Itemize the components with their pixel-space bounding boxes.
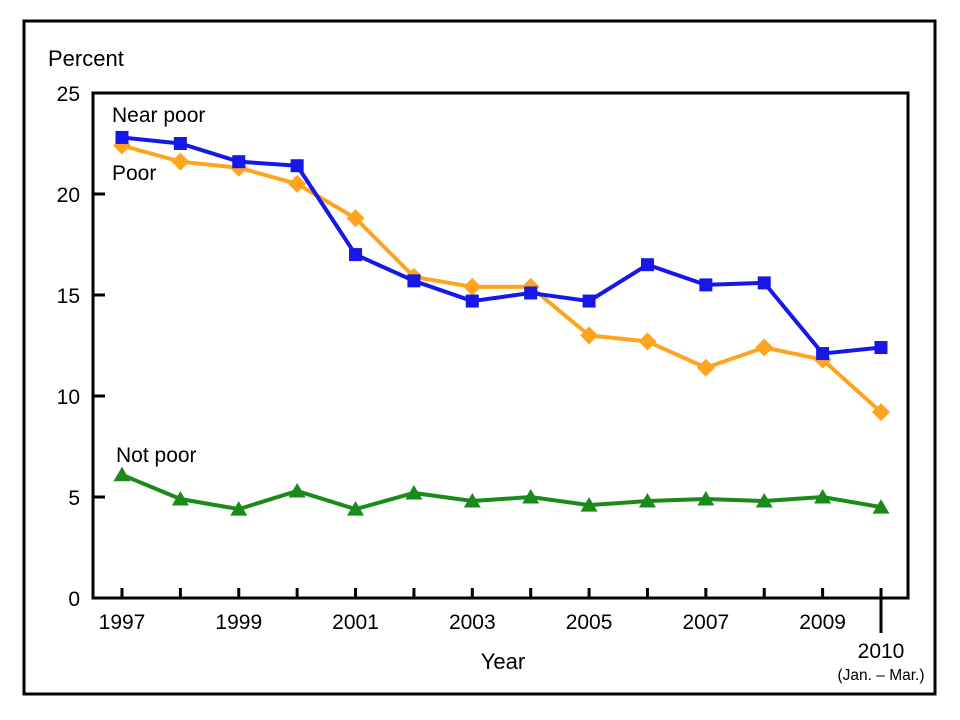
near-poor-marker: [115, 130, 129, 144]
near-poor-marker: [816, 347, 830, 361]
not-poor-label: Not poor: [116, 444, 197, 467]
near-poor-marker: [407, 274, 421, 288]
poor-marker: [171, 152, 190, 171]
not-poor-marker: [113, 466, 131, 482]
not-poor-line: [121, 472, 882, 512]
x-tick-label: 2005: [566, 611, 613, 634]
poor-line: [121, 143, 883, 414]
poor-marker: [346, 209, 365, 228]
poor-marker: [638, 332, 657, 351]
poor-marker: [580, 326, 599, 345]
near-poor-marker: [524, 286, 538, 300]
final-x-tick-sublabel: (Jan. – Mar.): [838, 667, 925, 684]
not-poor-marker: [230, 501, 248, 516]
near-poor-marker: [640, 258, 654, 272]
near-poor-marker: [349, 248, 363, 262]
x-tick-label: 1999: [215, 611, 262, 634]
not-poor-marker: [405, 484, 423, 500]
x-tick-label: 2001: [332, 611, 379, 634]
y-axis: 0 5 10 15 20 25: [57, 83, 105, 611]
near-poor-marker: [465, 294, 479, 308]
not-poor-marker: [288, 482, 306, 498]
final-x-tick-label: 2010: [858, 640, 905, 663]
not-poor-marker: [755, 493, 773, 508]
near-poor-marker: [173, 137, 187, 150]
poor-marker: [755, 338, 774, 357]
poor-marker: [463, 277, 482, 296]
x-tick-label: 2003: [449, 611, 496, 634]
near-poor-marker: [874, 341, 888, 355]
not-poor-marker: [814, 489, 832, 504]
series-near-poor: Near poor: [112, 104, 888, 361]
series-poor: Poor: [112, 136, 890, 422]
series-layer: Poor Near poor Not poor: [112, 104, 890, 516]
near-poor-marker: [757, 276, 771, 290]
x-tick-label: 2007: [682, 611, 729, 634]
y-tick-label: 20: [57, 184, 80, 207]
not-poor-marker: [697, 491, 715, 506]
y-axis-title: Percent: [48, 46, 124, 71]
near-poor-marker: [582, 294, 596, 308]
poor-marker: [872, 403, 890, 422]
x-tick-label: 2009: [799, 611, 846, 634]
y-tick-label: 10: [57, 386, 80, 409]
near-poor-line: [121, 135, 882, 356]
x-axis-title: Year: [481, 649, 525, 674]
x-tick-label: 1997: [99, 611, 146, 634]
near-poor-label: Near poor: [112, 104, 205, 127]
not-poor-marker: [872, 499, 890, 514]
near-poor-marker: [232, 155, 246, 169]
x-axis: 1997 1999 2001 2003 2005 2007 2009 2010 (Jan. – …: [99, 588, 925, 684]
near-poor-marker: [290, 159, 304, 173]
not-poor-marker: [463, 493, 481, 508]
y-tick-label: 0: [68, 588, 80, 611]
not-poor-marker: [638, 493, 656, 508]
y-tick-label: 15: [57, 285, 80, 308]
y-tick-label: 25: [57, 83, 80, 106]
not-poor-marker: [171, 491, 189, 506]
poor-label: Poor: [112, 162, 156, 185]
series-not-poor: Not poor: [113, 444, 890, 516]
poor-marker: [288, 174, 307, 193]
not-poor-marker: [522, 489, 540, 504]
not-poor-marker: [347, 501, 365, 516]
plot-frame: [91, 91, 910, 600]
near-poor-marker: [699, 278, 713, 292]
figure-border: [22, 19, 937, 696]
not-poor-marker: [580, 497, 598, 512]
y-tick-label: 5: [68, 487, 80, 510]
poor-marker: [696, 358, 715, 377]
